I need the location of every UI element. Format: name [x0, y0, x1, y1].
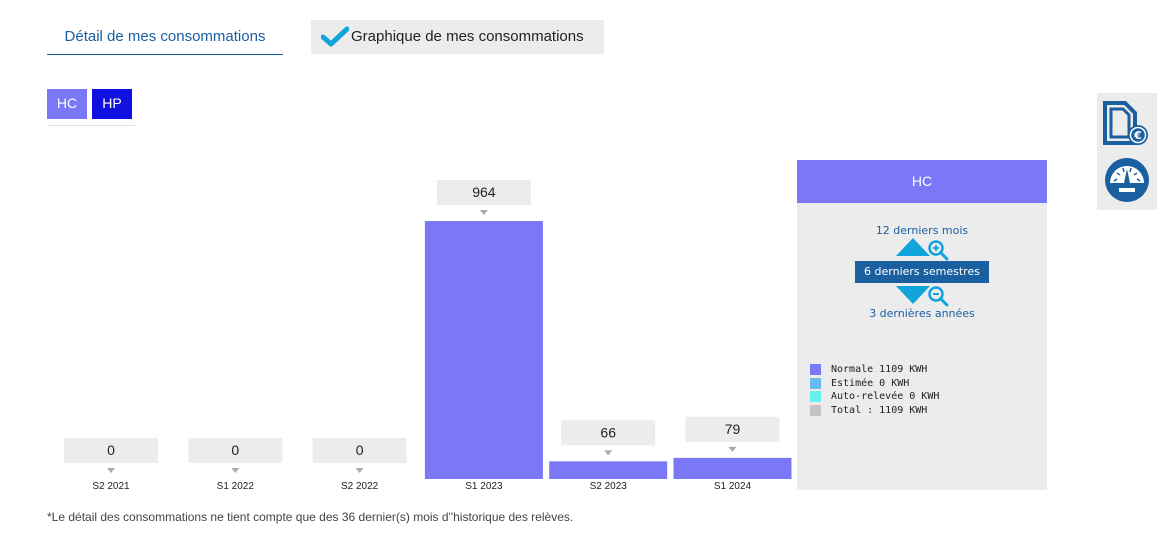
- value-pointer-icon: [107, 468, 115, 473]
- legend-label: Auto-relevée 0 KWH: [831, 391, 940, 402]
- x-tick-label: S2 2021: [92, 481, 130, 492]
- x-tick-label: S1 2023: [465, 481, 503, 492]
- value-label-box: [561, 420, 656, 446]
- bar-s1-2023[interactable]: [424, 221, 543, 479]
- legend-swatch: [810, 364, 821, 375]
- data-label: 964: [472, 184, 496, 200]
- value-pointer-icon: [231, 468, 240, 473]
- data-label: 0: [231, 442, 239, 458]
- value-pointer-icon: [355, 468, 364, 473]
- svg-text:€: €: [1133, 129, 1142, 142]
- x-tick-label: S2 2023: [590, 481, 628, 492]
- x-tick-label: S2 2022: [341, 481, 379, 492]
- data-label: 0: [356, 442, 364, 458]
- zoom-in-arrow-icon[interactable]: [896, 238, 930, 256]
- zoom-in-link[interactable]: 12 derniers mois: [875, 224, 969, 237]
- data-label: 66: [600, 424, 616, 440]
- zoom-out-magnifier-icon[interactable]: [927, 285, 949, 307]
- value-label-box: [312, 438, 407, 463]
- legend-label: Estimée 0 KWH: [831, 377, 910, 389]
- x-tick-label: S1 2024: [714, 481, 752, 492]
- legend-swatch: [810, 377, 821, 389]
- hp-toggle-button[interactable]: HP: [92, 89, 132, 119]
- hc-toggle-button[interactable]: HC: [47, 89, 87, 119]
- consumption-bar-chart: 0 S2 2021 0 S1 2022 0 S2 2022 964 S1 2023 66 S2 2…: [64, 180, 792, 492]
- tab-graphique-consommations[interactable]: Graphique de mes consommations: [311, 20, 604, 54]
- legend-item-auto-relevee: Auto-relevée 0 KWH: [810, 390, 939, 404]
- tab-detail-label: Détail de mes consommations: [64, 28, 266, 45]
- value-label-box: [436, 180, 531, 206]
- tab-graph-label: Graphique de mes consommations: [351, 28, 584, 45]
- value-label-box: [64, 438, 158, 463]
- current-period-selector[interactable]: 6 derniers semestres: [855, 261, 989, 283]
- value-pointer-icon: [604, 450, 613, 456]
- zoom-out-arrow-icon[interactable]: [896, 286, 930, 304]
- checkmark-icon: [321, 26, 349, 47]
- x-tick-label: S1 2022: [217, 481, 255, 492]
- value-label-box: [188, 438, 283, 463]
- legend-swatch: [810, 391, 821, 402]
- chart-legend: Normale 1109 KWH Estimée 0 KWH Auto-rele…: [810, 363, 939, 417]
- footnote: *Le détail des consommations ne tient co…: [47, 510, 574, 524]
- zoom-in-magnifier-icon[interactable]: [927, 239, 949, 261]
- tab-detail-consommations[interactable]: Détail de mes consommations: [47, 20, 283, 55]
- legend-item-total: Total : 1109 KWH: [810, 404, 939, 418]
- data-label: 79: [725, 421, 741, 437]
- meter-gauge-icon[interactable]: [1102, 155, 1152, 205]
- legend-swatch: [810, 404, 821, 416]
- panel-title: HC: [797, 160, 1047, 203]
- data-label: 0: [107, 442, 115, 458]
- side-shortcuts: €: [1097, 93, 1157, 210]
- value-pointer-icon: [728, 446, 737, 452]
- tariff-toggle-group: HC HP: [47, 89, 135, 126]
- zoom-out-link[interactable]: 3 dernières années: [869, 307, 975, 320]
- legend-label: Total : 1109 KWH: [831, 404, 928, 416]
- legend-item-normale: Normale 1109 KWH: [810, 363, 939, 377]
- value-label-box: [685, 416, 780, 442]
- value-pointer-icon: [479, 210, 488, 216]
- legend-item-estimee: Estimée 0 KWH: [810, 377, 939, 391]
- legend-label: Normale 1109 KWH: [831, 364, 928, 375]
- bar-s2-2023[interactable]: [549, 461, 668, 479]
- chart-settings-panel: HC 12 derniers mois 6 derniers semestres…: [797, 160, 1047, 490]
- invoice-euro-icon[interactable]: €: [1101, 99, 1151, 149]
- bar-s1-2024[interactable]: [673, 457, 792, 479]
